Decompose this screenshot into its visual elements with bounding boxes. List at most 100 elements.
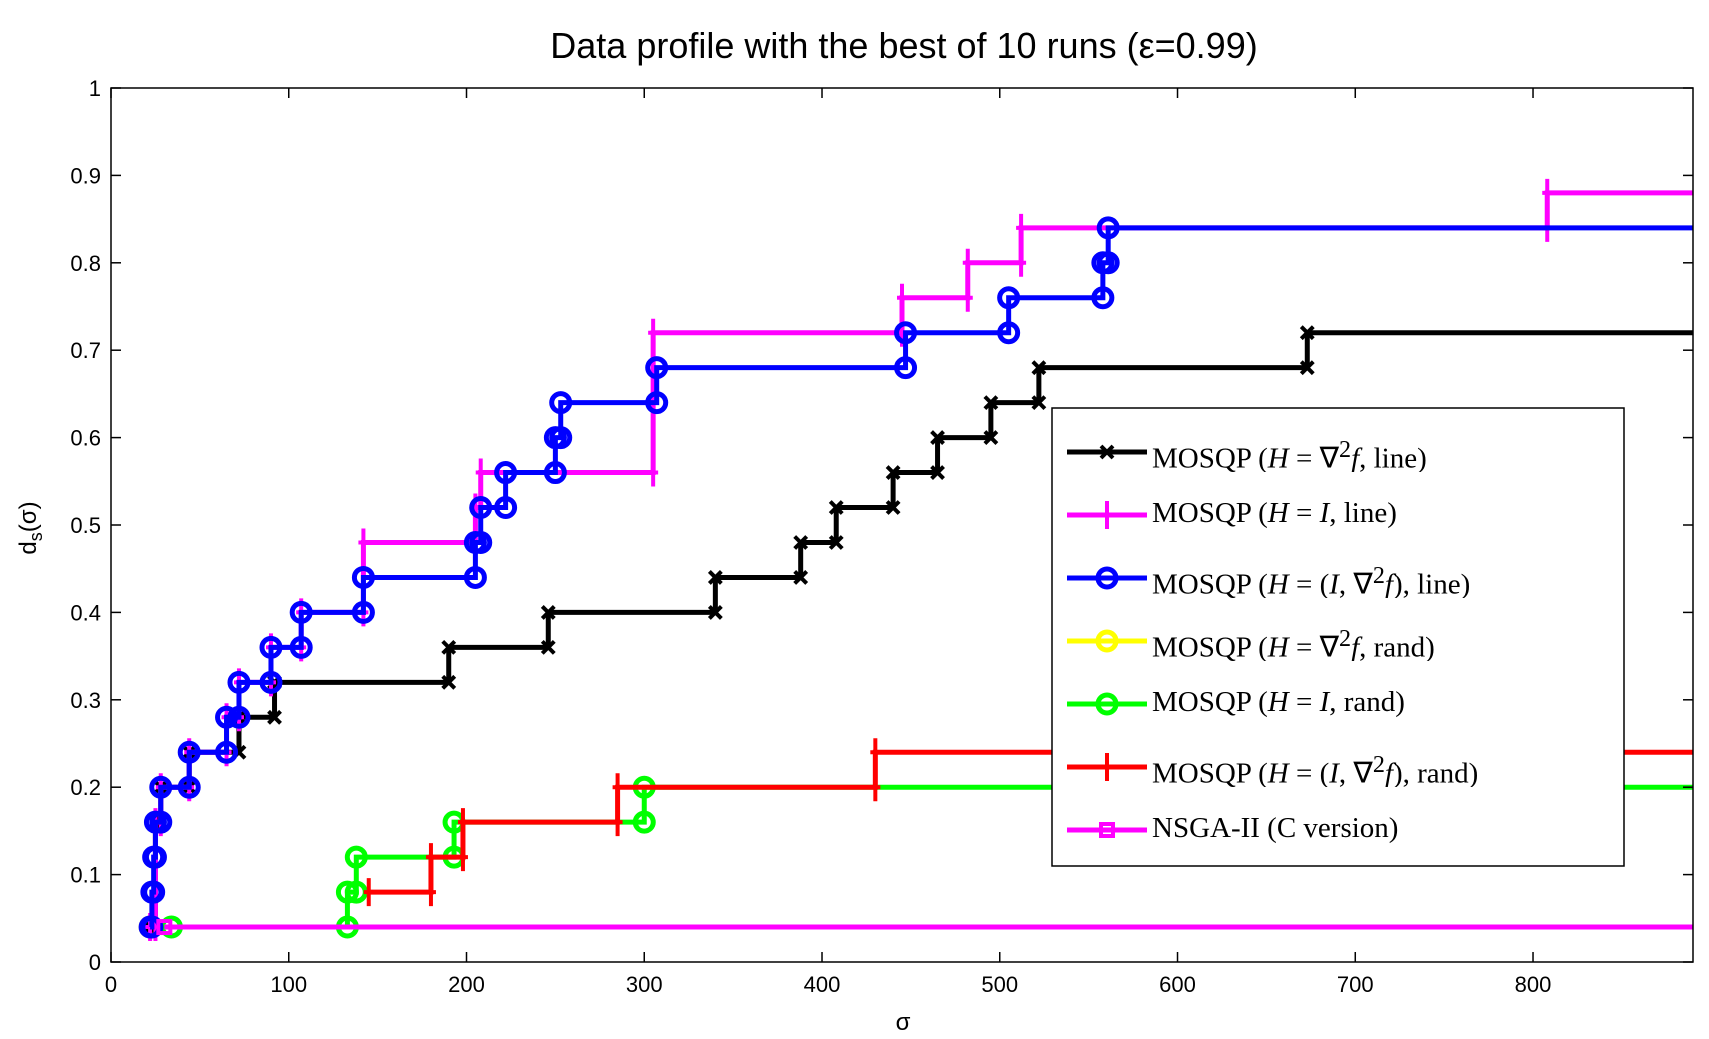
- data-point-marker: [1299, 325, 1315, 341]
- data-point-marker: [267, 709, 282, 725]
- data-point-marker: [227, 705, 251, 729]
- data-point-marker: [149, 775, 173, 799]
- data-point-marker: [828, 500, 844, 515]
- series-line-5: [368, 749, 1693, 895]
- axes: 0 100 200 300 400 500 600 700 800 0 0.1 0.2 0.3 0.4 0.…: [70, 76, 1694, 997]
- data-point-marker: [142, 880, 166, 904]
- data-point-marker: [475, 458, 486, 487]
- data-point-marker: [930, 465, 945, 480]
- data-point-marker: [549, 391, 573, 415]
- x-tick-label: 700: [1337, 972, 1374, 997]
- x-tick-label: 0: [105, 972, 117, 997]
- data-point-marker: [707, 604, 723, 620]
- legend-entry: MOSQP (H = I, line): [1067, 497, 1397, 529]
- y-tick-label: 0.8: [70, 251, 101, 276]
- data-point-marker: [793, 535, 809, 550]
- legend-swatch-marker: [1102, 501, 1112, 529]
- legend-label: MOSQP (H = (I, ∇2f), line): [1152, 562, 1471, 598]
- data-point-marker: [469, 530, 493, 554]
- legend-entry: MOSQP (H = I, rand): [1067, 686, 1405, 718]
- data-point-marker: [540, 639, 556, 655]
- data-point-marker: [885, 465, 901, 480]
- legend-label: MOSQP (H = I, rand): [1152, 686, 1405, 718]
- data-point-marker: [457, 808, 468, 837]
- data-point-marker: [1016, 248, 1027, 277]
- data-point-marker: [344, 845, 368, 869]
- y-tick-label: 1: [89, 76, 101, 101]
- data-point-marker: [351, 565, 375, 589]
- legend-swatch-marker: [1095, 566, 1119, 590]
- legend-label: MOSQP (H = I, line): [1152, 497, 1397, 529]
- legend-swatch-marker: [1102, 753, 1112, 781]
- legend-entry: MOSQP (H = (I, ∇2f), rand): [1067, 751, 1479, 787]
- y-tick-label: 0.4: [70, 600, 101, 625]
- legend: MOSQP (H = ∇2f, line) MOSQP (H = I, line)…: [1051, 407, 1625, 867]
- data-point-marker: [1091, 286, 1115, 310]
- data-point-marker: [894, 356, 918, 380]
- x-tick-label: 800: [1515, 972, 1552, 997]
- chart-title: Data profile with the best of 10 runs (ε…: [550, 25, 1257, 66]
- x-tick-label: 100: [270, 972, 307, 997]
- data-point-marker: [259, 670, 283, 694]
- data-point-marker: [140, 915, 164, 939]
- data-point-marker: [335, 880, 359, 904]
- data-point-marker: [425, 878, 436, 907]
- data-point-marker: [885, 500, 901, 515]
- y-axis-label: ds(σ): [15, 501, 46, 554]
- data-point-marker: [289, 635, 313, 659]
- legend-label-container: MOSQP (H = ∇2f, rand): [1152, 625, 1435, 661]
- data-point-marker: [983, 430, 999, 446]
- data-point-marker: [363, 878, 374, 907]
- data-point-marker: [540, 604, 556, 620]
- data-point-marker: [632, 810, 656, 834]
- data-point-marker: [494, 496, 518, 520]
- series-line-2: [149, 225, 1693, 930]
- y-tick-label: 0.3: [70, 688, 101, 713]
- legend-label: MOSQP (H = (I, ∇2f), rand): [1152, 751, 1479, 787]
- y-tick-label: 0.2: [70, 775, 101, 800]
- legend-label: MOSQP (H = ∇2f, rand): [1152, 625, 1435, 661]
- y-tick-label: 0.5: [70, 513, 101, 538]
- x-axis-label: σ: [896, 1009, 911, 1036]
- legend-entry: NSGA-II (C version): [1067, 812, 1399, 844]
- data-point-marker: [930, 430, 945, 446]
- legend-label: NSGA-II (C version): [1152, 812, 1399, 844]
- data-point-marker: [469, 496, 493, 520]
- data-point-marker: [1542, 178, 1553, 207]
- legend-swatch-marker: [1095, 629, 1119, 653]
- data-point-marker: [870, 738, 881, 767]
- data-point-marker: [962, 248, 973, 277]
- y-tick-label: 0.1: [70, 863, 101, 888]
- data-point-marker: [1031, 360, 1047, 376]
- data-point-marker: [441, 674, 457, 690]
- data-point-marker: [897, 283, 907, 312]
- y-tick-label: 0: [89, 950, 101, 975]
- data-point-marker: [983, 395, 999, 411]
- legend-entry: MOSQP (H = (I, ∇2f), line): [1067, 562, 1471, 598]
- data-point-marker: [1031, 395, 1047, 411]
- legend-label-container: MOSQP (H = I, line): [1152, 497, 1397, 529]
- data-point-marker: [962, 283, 973, 312]
- x-tick-label: 500: [981, 972, 1018, 997]
- x-tick-label: 200: [448, 972, 485, 997]
- data-point-marker: [215, 740, 239, 764]
- legend-label-container: NSGA-II (C version): [1152, 812, 1399, 844]
- legend-swatch-marker: [1099, 444, 1115, 460]
- legend-swatch-marker: [1095, 692, 1119, 716]
- legend-label-container: MOSQP (H = ∇2f, line): [1152, 436, 1427, 472]
- data-point-marker: [793, 570, 809, 585]
- data-point-marker: [997, 286, 1021, 310]
- legend-entry: MOSQP (H = ∇2f, line): [1067, 436, 1427, 472]
- data-point-marker: [149, 810, 173, 834]
- data-point-marker: [870, 773, 881, 802]
- x-tick-label: 400: [804, 972, 841, 997]
- legend-entry: MOSQP (H = ∇2f, rand): [1067, 625, 1435, 661]
- legend-swatch-marker: [1099, 822, 1115, 838]
- y-tick-label: 0.7: [70, 338, 101, 363]
- x-tick-label: 600: [1159, 972, 1196, 997]
- data-point-marker: [645, 356, 669, 380]
- series-2: [138, 216, 1693, 939]
- data-point-marker: [358, 528, 369, 557]
